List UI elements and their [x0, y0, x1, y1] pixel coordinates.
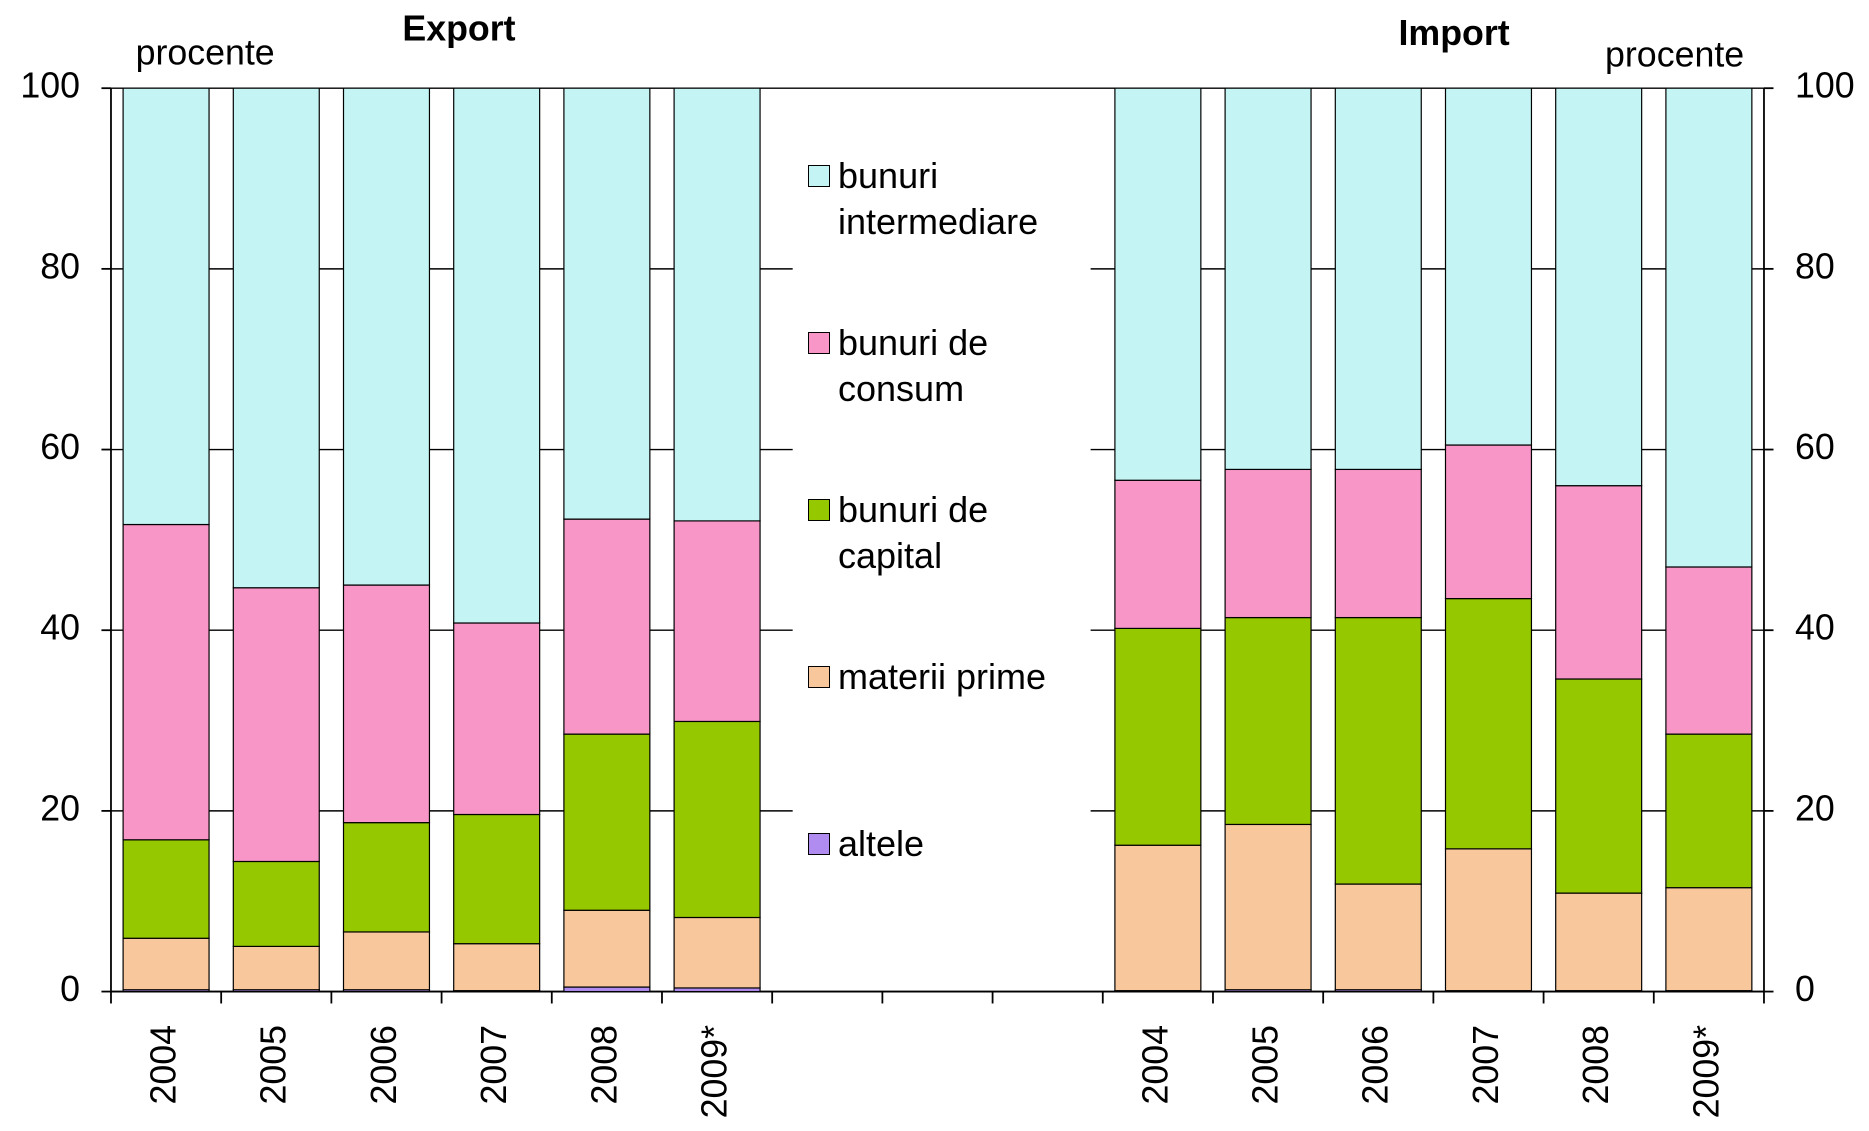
y-tick-label: 80: [40, 246, 80, 286]
bar-segment: [673, 520, 761, 723]
bar-segment: [122, 523, 210, 841]
bar-segment: [122, 839, 210, 939]
bar-segment: [232, 945, 320, 991]
bar-segment: [122, 87, 210, 526]
x-tick-label: 2007: [1466, 1025, 1506, 1105]
legend-item: materii prime: [808, 654, 1098, 700]
bar-segment: [232, 87, 320, 589]
legend-background: [792, 90, 1091, 990]
bar-segment: [673, 87, 761, 522]
y2-tick-label: 100: [1795, 66, 1855, 106]
x-tick-label: 2005: [254, 1025, 294, 1105]
bar-segment: [453, 943, 541, 992]
x-tick-label: 2004: [1135, 1025, 1175, 1105]
bar-segment: [453, 87, 541, 624]
unit-label: procente: [1605, 35, 1744, 75]
bar-segment: [1555, 87, 1643, 487]
legend-swatch: [808, 165, 830, 187]
bar-segment: [232, 860, 320, 947]
bar-segment: [1555, 678, 1643, 894]
bar-segment: [1334, 87, 1422, 471]
bar-segment: [1665, 733, 1753, 889]
bar-segment: [342, 822, 431, 933]
bar-segment: [563, 733, 651, 911]
bar-segment: [563, 986, 651, 993]
y2-tick-label: 80: [1795, 246, 1835, 286]
bar-segment: [1555, 892, 1643, 992]
bar-segment: [1334, 616, 1422, 885]
y-tick-label: 20: [40, 788, 80, 828]
bar-segment: [122, 937, 210, 991]
legend-item: altele: [808, 821, 1098, 867]
bar-segment: [453, 622, 541, 816]
bar-segment: [1224, 87, 1312, 471]
legend-label: bunuri de consum: [838, 322, 989, 409]
bar-segment: [1444, 848, 1533, 992]
y2-tick-label: 0: [1795, 969, 1815, 1009]
bar-segment: [1334, 468, 1422, 619]
bar-segment: [1114, 844, 1202, 992]
bar-segment: [1444, 597, 1533, 850]
bar-segment: [1224, 823, 1312, 991]
bar-segment: [1114, 627, 1202, 846]
x-tick-label: 2005: [1246, 1025, 1286, 1105]
bar-segment: [342, 931, 431, 991]
legend-label: bunuri de capital: [838, 489, 989, 576]
bar-segment: [1224, 468, 1312, 619]
x-tick-label: 2008: [584, 1025, 624, 1105]
bar-segment: [232, 587, 320, 863]
legend-item: bunuri de consum: [808, 320, 1098, 412]
bar-segment: [342, 584, 431, 824]
y-tick-label: 40: [40, 608, 80, 648]
x-tick-label: 2009*: [695, 1025, 735, 1119]
bar-segment: [563, 87, 651, 520]
bar-segment: [673, 720, 761, 919]
legend-swatch: [808, 499, 830, 521]
x-tick-label: 2006: [364, 1025, 404, 1105]
bar-segment: [1665, 887, 1753, 992]
bar-segment: [453, 813, 541, 945]
import-title: Import: [1399, 13, 1510, 53]
y-tick-label: 0: [60, 969, 80, 1009]
bar-segment: [1334, 883, 1422, 991]
bar-segment: [1444, 87, 1533, 446]
legend-item: bunuri intermediare: [808, 153, 1098, 245]
bar-segment: [673, 916, 761, 989]
y2-tick-label: 60: [1795, 427, 1835, 467]
y-tick-label: 100: [20, 66, 80, 106]
y2-tick-label: 40: [1795, 608, 1835, 648]
legend-item: bunuri de capital: [808, 487, 1098, 579]
legend-label: altele: [838, 823, 925, 864]
x-tick-label: 2006: [1356, 1025, 1396, 1105]
export-title: Export: [402, 8, 515, 48]
bar-segment: [342, 87, 431, 586]
x-tick-label: 2007: [474, 1025, 514, 1105]
legend-label: materii prime: [838, 656, 1047, 697]
bar-segment: [563, 518, 651, 735]
x-tick-label: 2004: [144, 1025, 184, 1105]
legend-swatch: [808, 332, 830, 354]
bar-segment: [563, 909, 651, 988]
bar-segment: [1444, 444, 1533, 600]
bar-segment: [1114, 479, 1202, 630]
legend-swatch: [808, 666, 830, 688]
bar-segment: [1114, 87, 1202, 481]
unit-label: procente: [136, 32, 275, 72]
bar-segment: [1224, 616, 1312, 826]
bar-segment: [1555, 485, 1643, 680]
legend-label: bunuri intermediare: [838, 155, 1039, 242]
x-tick-label: 2008: [1576, 1025, 1616, 1105]
x-tick-label: 2009*: [1686, 1025, 1726, 1119]
bar-segment: [1665, 87, 1753, 568]
y2-tick-label: 20: [1795, 788, 1835, 828]
y-tick-label: 60: [40, 427, 80, 467]
bar-segment: [1665, 566, 1753, 735]
legend-swatch: [808, 833, 830, 855]
